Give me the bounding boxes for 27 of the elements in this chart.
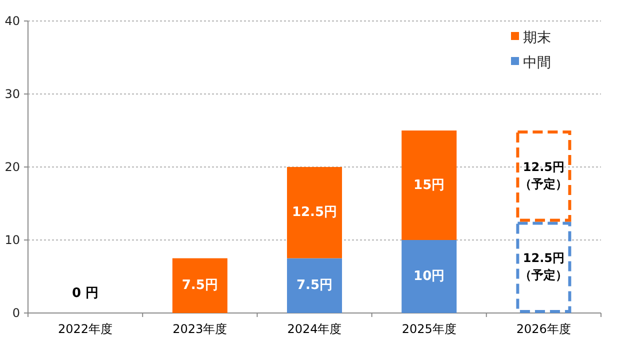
data-label: 7.5円 — [180, 277, 219, 294]
x-tick-label: 2023年度 — [172, 321, 228, 338]
bar — [516, 222, 572, 313]
data-label: 12.5円 — [290, 204, 338, 222]
data-label: 7.5円 — [295, 277, 334, 294]
bar — [172, 258, 228, 313]
bar — [286, 258, 342, 313]
bar — [402, 240, 457, 313]
legend-label: 期末 — [523, 30, 551, 46]
x-tick-label: 2025年度 — [400, 321, 458, 338]
x-tick-label: 2026年度 — [515, 321, 572, 338]
x-tick-label: 2024年度 — [286, 321, 343, 338]
bar — [516, 130, 572, 222]
bar — [286, 167, 342, 258]
y-tick-label: 0 — [12, 306, 20, 320]
bar — [402, 130, 457, 240]
data-label: 10円 — [412, 268, 446, 285]
y-tick-label: 40 — [4, 14, 20, 28]
y-tick-label: 10 — [4, 233, 20, 247]
data-label: 12.5円（予定） — [518, 159, 569, 194]
data-label: 0 円 — [71, 284, 100, 302]
y-tick-label: 30 — [4, 87, 20, 101]
data-label: 15円 — [412, 176, 446, 194]
data-label: 12.5円（予定） — [518, 250, 569, 284]
x-tick-label: 2022年度 — [57, 321, 114, 338]
y-tick-label: 20 — [4, 160, 20, 174]
legend-label: 中間 — [523, 55, 551, 71]
